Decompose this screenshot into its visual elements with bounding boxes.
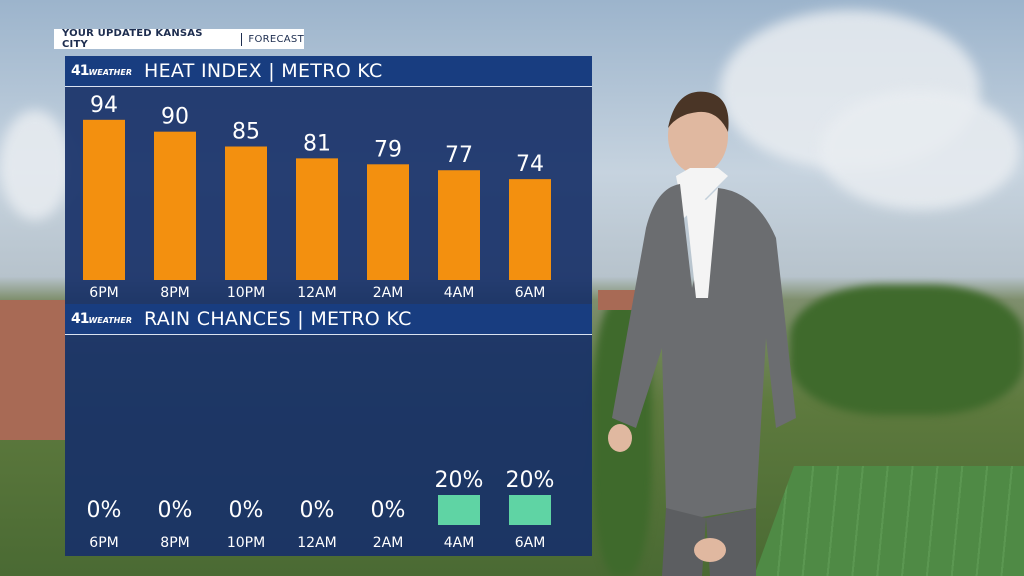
rain-chance-value-label: 0% xyxy=(158,498,193,523)
rain-chance-bar xyxy=(509,495,551,525)
heat-index-tick-label: 6PM xyxy=(89,285,118,301)
heat-index-header: 41 WEATHER HEAT INDEX | METRO KC xyxy=(65,56,592,87)
rain-chance-value-label: 0% xyxy=(300,498,335,523)
forecast-panel: 41 WEATHER HEAT INDEX | METRO KC 94 6PM 90… xyxy=(65,56,592,556)
heat-index-value-label: 90 xyxy=(161,105,189,130)
heat-index-bar xyxy=(438,170,480,280)
heat-index-tick-label: 4AM xyxy=(444,285,475,301)
heat-index-tick-label: 10PM xyxy=(227,285,265,301)
rain-chance-value-label: 0% xyxy=(87,498,122,523)
rain-chance-value-label: 20% xyxy=(435,468,484,493)
heat-index-value-label: 77 xyxy=(445,143,473,168)
heat-index-tick-label: 6AM xyxy=(515,285,546,301)
logo-word: WEATHER xyxy=(88,316,132,325)
station-logo: 41 WEATHER xyxy=(71,311,132,327)
rain-chances-title: RAIN CHANCES | METRO KC xyxy=(143,308,412,330)
heat-index-bar xyxy=(509,179,551,280)
logo-number: 41 xyxy=(71,311,90,327)
heat-index-chart: 94 6PM 90 8PM 85 10PM 81 12AM 79 2AM 77 4AM 74 6AM xyxy=(83,93,551,301)
heat-index-bar xyxy=(154,131,196,280)
rain-chance-tick-label: 2AM xyxy=(373,535,404,551)
rain-chance-tick-label: 6AM xyxy=(515,535,546,551)
top-banner: YOUR UPDATED KANSAS CITY FORECAST xyxy=(54,28,304,50)
rain-chance-value-label: 0% xyxy=(371,498,406,523)
cloud-graphic xyxy=(820,90,1020,210)
logo-number: 41 xyxy=(71,63,90,79)
station-logo: 41 WEATHER xyxy=(71,63,132,79)
heat-index-bar xyxy=(83,119,125,280)
heat-index-value-label: 94 xyxy=(90,93,118,118)
rain-chance-tick-label: 4AM xyxy=(444,535,475,551)
presenter-figure xyxy=(608,91,796,576)
heat-index-value-label: 79 xyxy=(374,137,402,162)
heat-index-value-label: 81 xyxy=(303,131,331,156)
heat-index-title: HEAT INDEX | METRO KC xyxy=(143,60,383,82)
heat-index-tick-label: 12AM xyxy=(297,285,336,301)
rain-chance-bar xyxy=(438,495,480,525)
building-graphic xyxy=(0,300,65,440)
heat-index-tick-label: 8PM xyxy=(160,285,189,301)
heat-index-bar xyxy=(367,164,409,280)
rain-chance-tick-label: 8PM xyxy=(160,535,189,551)
rain-chance-value-label: 0% xyxy=(229,498,264,523)
heat-index-value-label: 74 xyxy=(516,152,544,177)
heat-index-bar xyxy=(225,146,267,280)
banner-divider xyxy=(241,32,243,46)
rain-chances-chart: 0% 6PM 0% 8PM 0% 10PM 0% 12AM 0% 2AM 20% 4AM 20% 6AM xyxy=(87,468,555,551)
rain-chance-tick-label: 10PM xyxy=(227,535,265,551)
rain-chance-tick-label: 12AM xyxy=(297,535,336,551)
rain-chance-value-label: 20% xyxy=(506,468,555,493)
rain-chance-tick-label: 6PM xyxy=(89,535,118,551)
trees-graphic xyxy=(790,285,1024,415)
rain-chances-header: 41 WEATHER RAIN CHANCES | METRO KC xyxy=(65,304,592,335)
heat-index-tick-label: 2AM xyxy=(373,285,404,301)
cloud-graphic xyxy=(0,110,70,220)
heat-index-value-label: 85 xyxy=(232,120,260,145)
banner-subtitle: FORECAST xyxy=(248,33,304,45)
heat-index-bar xyxy=(296,158,338,280)
logo-word: WEATHER xyxy=(88,68,132,77)
banner-title: YOUR UPDATED KANSAS CITY xyxy=(62,28,203,50)
